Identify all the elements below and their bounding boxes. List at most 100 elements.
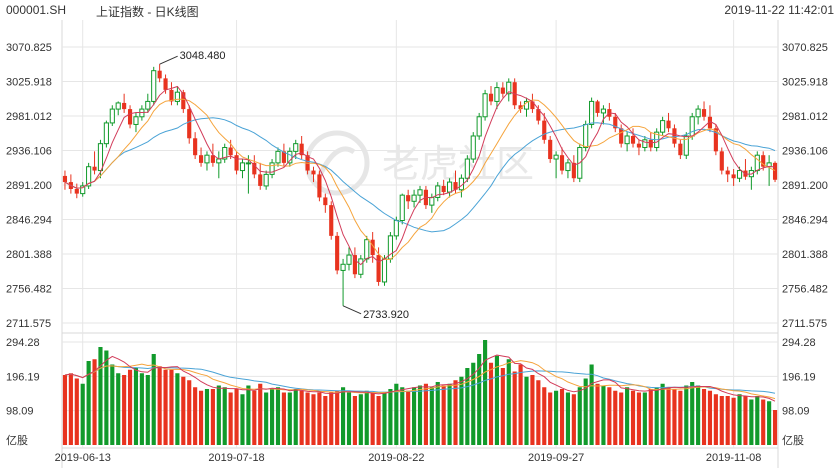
volume-bar <box>719 395 724 445</box>
volume-bar <box>447 383 452 445</box>
volume-bar <box>548 392 553 445</box>
candle-body <box>122 102 127 110</box>
volume-bar <box>701 388 707 445</box>
volume-bar <box>559 388 565 445</box>
volume-bar <box>240 394 245 445</box>
volume-bar <box>358 394 363 445</box>
volume-bar <box>287 392 292 445</box>
candle-body <box>731 174 736 179</box>
price-tick-label-right: 3025.918 <box>782 77 828 89</box>
volume-bar <box>80 383 85 445</box>
volume-bar <box>86 360 91 445</box>
volume-bar <box>269 388 275 445</box>
candle-body <box>281 151 286 163</box>
volume-bar <box>252 390 257 445</box>
candle-body <box>239 162 246 172</box>
volume-bar <box>772 409 778 445</box>
candle-body <box>287 150 293 164</box>
volume-bar <box>465 367 470 445</box>
volume-bar <box>352 395 357 445</box>
candle-body <box>613 116 618 129</box>
volume-bar <box>743 395 748 445</box>
price-tick-label-right: 3070.825 <box>782 42 828 54</box>
volume-unit-label-right: 亿股 <box>782 434 804 447</box>
volume-bar <box>412 387 417 445</box>
volume-bar <box>193 387 198 445</box>
volume-bar <box>684 385 689 445</box>
candle-body <box>565 162 571 172</box>
candle-body <box>145 100 151 110</box>
candle-body <box>548 139 553 160</box>
volume-bar <box>471 362 476 445</box>
candle-body <box>453 182 458 190</box>
volume-bar <box>672 388 677 445</box>
ma10-line <box>64 98 776 260</box>
volume-bar <box>696 385 701 445</box>
volume-bar <box>246 385 251 445</box>
volume-bar <box>305 392 310 445</box>
candle-body <box>329 205 334 236</box>
symbol-label: 000001.SH <box>6 3 67 17</box>
price-tick-label-left: 2981.012 <box>6 111 52 123</box>
candle-body <box>464 158 470 179</box>
candle-body <box>470 135 476 160</box>
volume-tick-label-right: 98.09 <box>782 406 810 418</box>
volume-bar <box>483 339 488 445</box>
volume-bar <box>725 395 730 445</box>
volume-bar <box>122 374 127 445</box>
candle-body <box>258 174 263 186</box>
candle-body <box>352 255 357 275</box>
volume-unit-label-left: 亿股 <box>6 434 28 447</box>
candle-body <box>583 123 589 149</box>
candle-body <box>542 120 547 140</box>
candle-body <box>62 175 68 183</box>
candle-body <box>193 138 198 156</box>
candle-body <box>761 155 766 167</box>
volume-bar <box>755 395 760 445</box>
max-price-pointer <box>159 55 178 65</box>
volume-bar <box>204 388 210 445</box>
candle-body <box>636 143 642 148</box>
candle-body <box>589 100 595 125</box>
candle-body <box>666 120 671 129</box>
candle-body <box>707 116 713 129</box>
volume-bar <box>139 373 144 445</box>
candle-body <box>660 120 666 133</box>
volume-bar <box>737 394 742 445</box>
volume-bar <box>68 373 73 445</box>
candle-body <box>417 189 423 196</box>
candle-body <box>269 162 275 175</box>
candle-body <box>103 122 109 145</box>
volume-bar <box>198 390 204 445</box>
volume-bar <box>382 392 387 445</box>
volume-bar <box>364 390 369 445</box>
volume-bar <box>583 378 588 445</box>
volume-bar <box>642 392 647 445</box>
volume-bar <box>281 392 286 445</box>
candle-body <box>500 87 505 94</box>
volume-bar <box>648 388 653 445</box>
price-tick-label-right: 2936.106 <box>782 146 828 158</box>
volume-bar <box>577 387 582 445</box>
volume-bar <box>571 394 576 445</box>
candle-body <box>619 128 624 144</box>
volume-bar <box>264 392 269 445</box>
volume-bar <box>565 392 571 445</box>
candle-body <box>701 109 707 117</box>
volume-bar <box>181 376 186 445</box>
volume-bar <box>500 367 505 445</box>
volume-bar <box>690 381 695 445</box>
candle-body <box>216 158 222 164</box>
candle-body <box>772 162 778 180</box>
price-tick-label-right: 2756.482 <box>782 284 828 296</box>
volume-ma20-line <box>64 365 776 394</box>
volume-bar <box>388 388 393 445</box>
candle-body <box>559 155 565 171</box>
volume-bar <box>666 387 671 445</box>
candle-body <box>381 258 388 283</box>
volume-bar <box>707 390 713 445</box>
candle-body <box>689 116 695 137</box>
candle-body <box>441 185 446 193</box>
candle-body <box>340 263 346 271</box>
